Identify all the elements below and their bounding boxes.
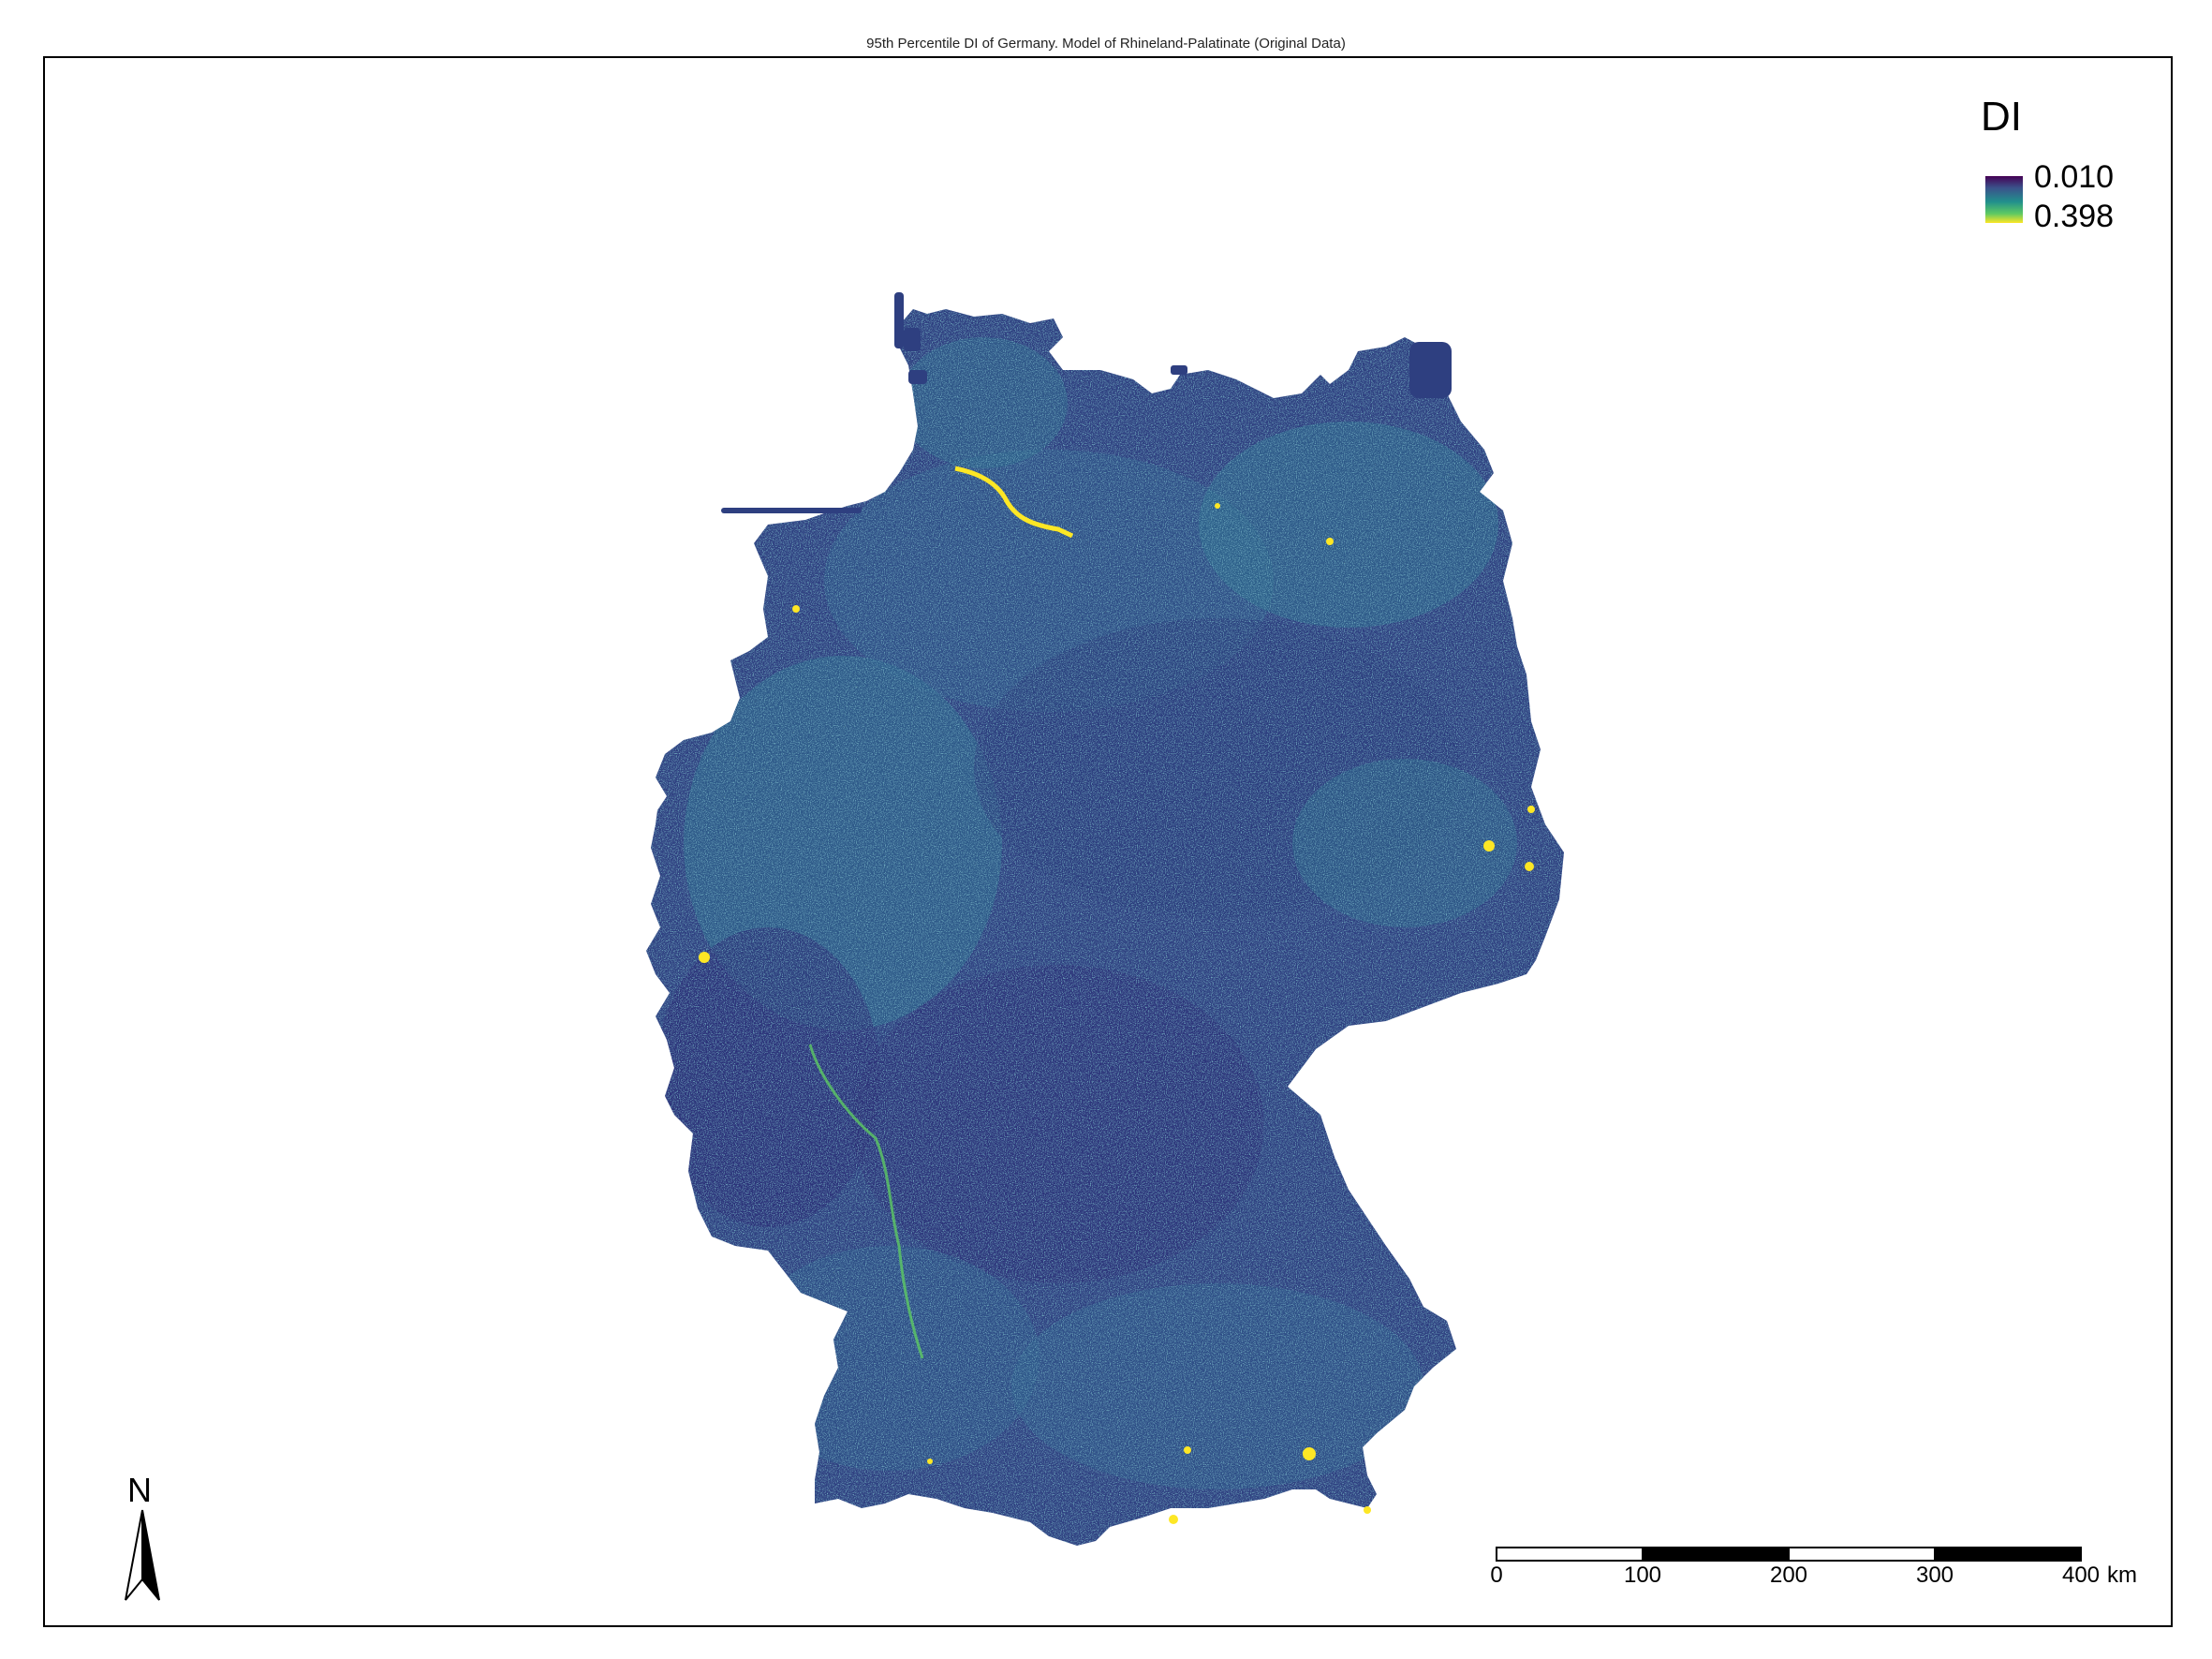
legend-title: DI (1981, 94, 2022, 140)
germany-landmass (646, 298, 1564, 1546)
scale-bar (1496, 1547, 2082, 1562)
scale-tick-0: 0 (1490, 1563, 1503, 1588)
map-frame (43, 56, 2173, 1627)
scale-tick-100: 100 (1623, 1563, 1662, 1588)
legend-max-label: 0.398 (2034, 199, 2115, 234)
north-sea-islands (721, 292, 1187, 513)
rhine-river (808, 1044, 924, 1359)
legend-color-ramp (1985, 176, 2023, 223)
scale-tick-200: 200 (1769, 1563, 1808, 1588)
elbe-river (954, 466, 1074, 539)
north-label: N (127, 1471, 152, 1509)
scale-tick-300: 300 (1915, 1563, 1954, 1588)
north-arrow-icon (125, 1509, 160, 1601)
high-di-patches (699, 503, 1535, 1524)
ruegen-island (1409, 342, 1452, 398)
map-title: 95th Percentile DI of Germany. Model of … (866, 36, 1346, 52)
scale-unit: km (2107, 1563, 2137, 1588)
scale-tick-400: 400 (2061, 1563, 2101, 1588)
legend-min-label: 0.010 (2034, 159, 2115, 195)
